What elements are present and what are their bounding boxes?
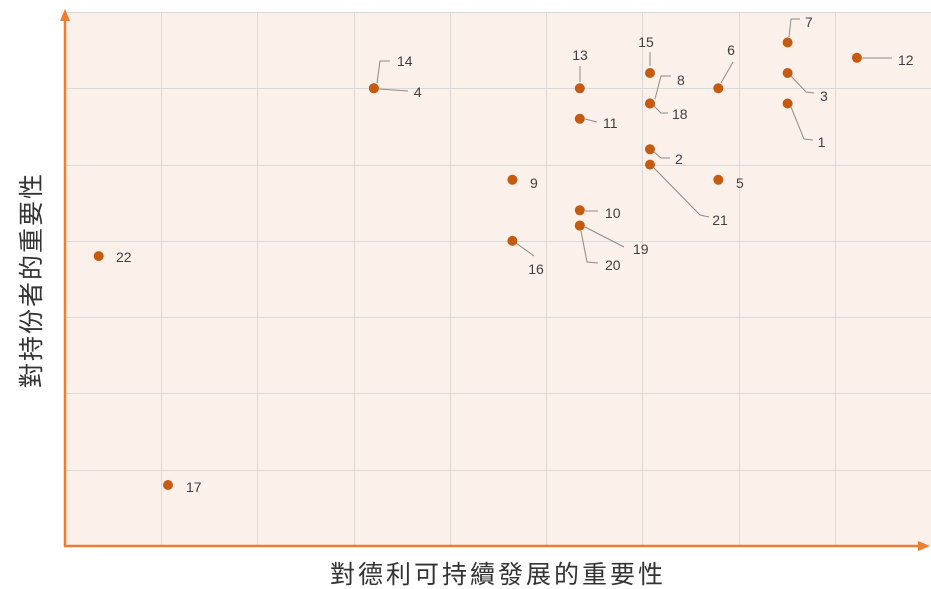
data-label-11: 11: [603, 115, 618, 131]
leader-line-18: [653, 105, 668, 114]
data-label-8: 8: [677, 72, 685, 88]
data-label-1: 1: [818, 134, 826, 150]
leader-line-16: [515, 242, 535, 257]
data-point-12: [851, 52, 862, 63]
x-axis-title: 對德利可持續發展的重要性: [330, 560, 666, 589]
leader-line-20: [580, 230, 599, 264]
leader-line-19: [584, 226, 625, 248]
data-point-7: [782, 37, 793, 48]
data-point-3: [782, 68, 793, 78]
leader-line-3: [790, 75, 815, 94]
data-point-15: [645, 68, 655, 78]
leader-line-2: [653, 151, 670, 159]
data-label-20: 20: [605, 257, 621, 273]
data-point-22: [93, 251, 104, 262]
data-label-2: 2: [675, 151, 683, 167]
data-label-18: 18: [672, 106, 688, 122]
data-point-21: [645, 159, 655, 170]
data-point-17: [163, 480, 173, 490]
plot-area: [65, 12, 931, 546]
label-leader-lines: [376, 18, 892, 264]
leader-line-8: [654, 75, 671, 100]
x-axis-arrow: [918, 541, 930, 551]
data-label-17: 17: [186, 479, 202, 495]
data-label-21: 21: [712, 212, 728, 228]
data-label-13: 13: [572, 47, 588, 63]
data-point-11: [574, 113, 585, 124]
data-label-22: 22: [116, 249, 132, 265]
data-point-18: [645, 98, 655, 109]
data-point-16: [507, 235, 518, 246]
data-label-6: 6: [727, 42, 735, 58]
leader-line-7: [788, 18, 800, 38]
data-label-4: 4: [414, 84, 422, 100]
data-point-10: [574, 205, 585, 216]
data-label-16: 16: [528, 261, 544, 277]
leader-line-11: [584, 118, 598, 123]
leader-line-21: [653, 167, 710, 218]
leader-line-1: [790, 106, 814, 141]
y-axis-title: 對持份者的重要性: [17, 172, 46, 388]
data-label-19: 19: [633, 241, 649, 257]
leader-line-6: [720, 61, 734, 84]
leader-line-4: [378, 88, 408, 92]
data-point-6: [713, 83, 724, 94]
data-point-13: [574, 83, 585, 94]
data-label-3: 3: [820, 88, 828, 104]
data-point-2: [645, 144, 655, 155]
y-axis-arrow: [60, 9, 70, 21]
gridlines: [65, 12, 931, 546]
data-label-5: 5: [736, 175, 744, 191]
data-label-10: 10: [605, 205, 621, 221]
data-label-9: 9: [530, 175, 538, 191]
leader-line-14: [376, 60, 390, 84]
data-point-9: [507, 174, 518, 185]
data-point-5: [713, 174, 724, 185]
data-label-12: 12: [898, 52, 914, 68]
data-point-14: [368, 83, 379, 94]
data-point-1: [782, 98, 793, 109]
data-label-7: 7: [805, 14, 813, 30]
data-label-14: 14: [397, 53, 413, 69]
data-label-15: 15: [638, 34, 654, 50]
data-point-20: [574, 220, 585, 231]
data-points: [93, 37, 862, 490]
